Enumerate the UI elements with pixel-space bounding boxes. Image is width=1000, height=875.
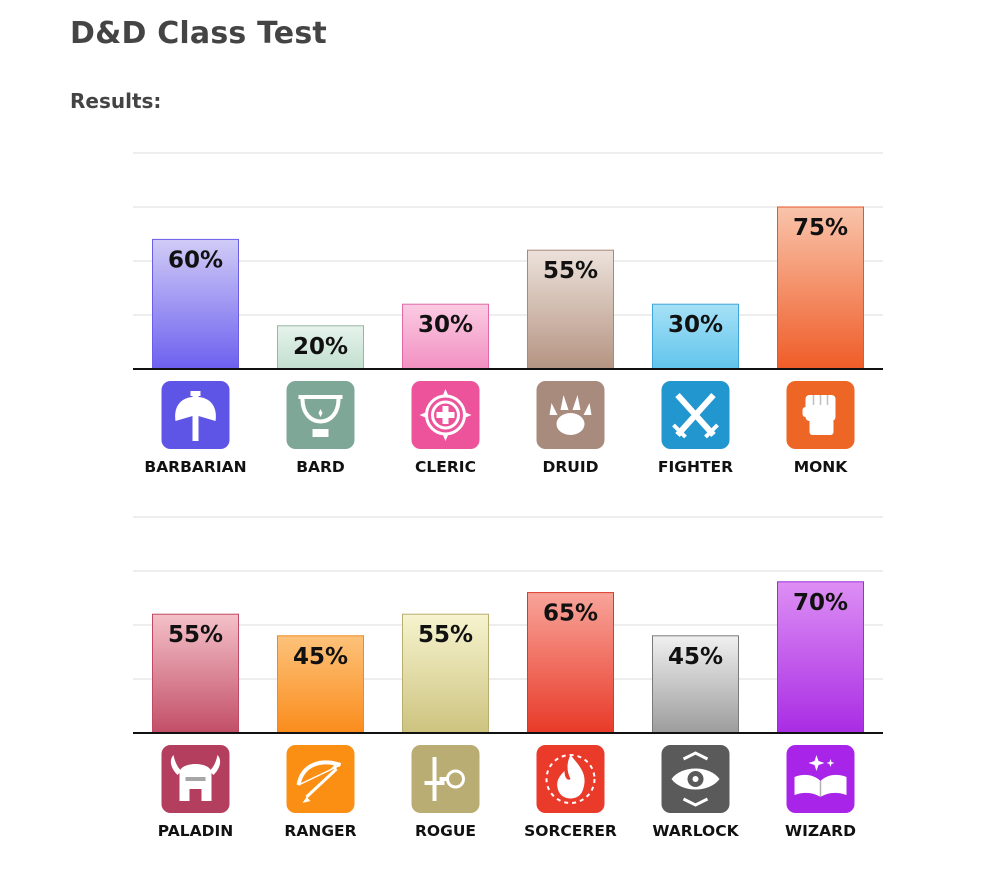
- class-label-barbarian: BARBARIAN: [144, 458, 246, 476]
- value-label-ranger: 45%: [293, 644, 348, 670]
- flame-icon: [536, 745, 605, 813]
- class-label-druid: DRUID: [542, 458, 598, 476]
- bow-icon: [286, 745, 355, 813]
- value-label-druid: 55%: [543, 258, 598, 284]
- class-label-warlock: WARLOCK: [652, 822, 739, 840]
- class-label-fighter: FIGHTER: [658, 458, 733, 476]
- holy-symbol-icon: [411, 381, 480, 449]
- harp-icon: [286, 381, 355, 449]
- bar-druid: [527, 249, 614, 370]
- value-label-monk: 75%: [793, 215, 848, 241]
- value-label-rogue: 55%: [418, 622, 473, 648]
- value-label-cleric: 30%: [418, 312, 473, 338]
- page-title: D&D Class Test: [70, 16, 327, 51]
- axe-icon: [161, 381, 230, 449]
- value-label-fighter: 30%: [668, 312, 723, 338]
- class-label-paladin: PALADIN: [158, 822, 233, 840]
- bar-ranger: [277, 635, 364, 734]
- value-label-sorcerer: 65%: [543, 601, 598, 627]
- bar-warlock: [652, 635, 739, 734]
- class-label-bard: BARD: [296, 458, 345, 476]
- paw-icon: [536, 381, 605, 449]
- chart-2: 55% PALADIN 45% RANGER 55% ROGUE 65% SORCERER 45…: [133, 516, 883, 840]
- bar-paladin: [152, 613, 239, 734]
- value-label-paladin: 55%: [168, 622, 223, 648]
- value-label-warlock: 45%: [668, 644, 723, 670]
- results-label: Results:: [70, 89, 162, 113]
- class-label-cleric: CLERIC: [415, 458, 476, 476]
- bar-monk: [777, 206, 864, 370]
- class-label-rogue: ROGUE: [415, 822, 476, 840]
- value-label-barbarian: 60%: [168, 247, 223, 273]
- bar-barbarian: [152, 238, 239, 370]
- bar-rogue: [402, 613, 489, 734]
- class-label-monk: MONK: [794, 458, 849, 476]
- eye-icon: [661, 745, 730, 813]
- winged-helmet-icon: [161, 745, 230, 813]
- value-label-wizard: 70%: [793, 590, 848, 616]
- spellbook-icon: [786, 745, 855, 813]
- class-label-ranger: RANGER: [284, 822, 356, 840]
- fist-icon: [786, 381, 855, 449]
- dagger-key-icon: [411, 745, 480, 813]
- chart-1: 60% BARBARIAN 20% BARD 30% CLERIC 55% DRUID 30% F…: [133, 152, 883, 476]
- bar-wizard: [777, 581, 864, 734]
- class-label-wizard: WIZARD: [785, 822, 856, 840]
- value-label-bard: 20%: [293, 334, 348, 360]
- crossed-swords-icon: [661, 381, 730, 449]
- bar-fighter: [652, 303, 739, 370]
- class-label-sorcerer: SORCERER: [524, 822, 617, 840]
- bar-cleric: [402, 303, 489, 370]
